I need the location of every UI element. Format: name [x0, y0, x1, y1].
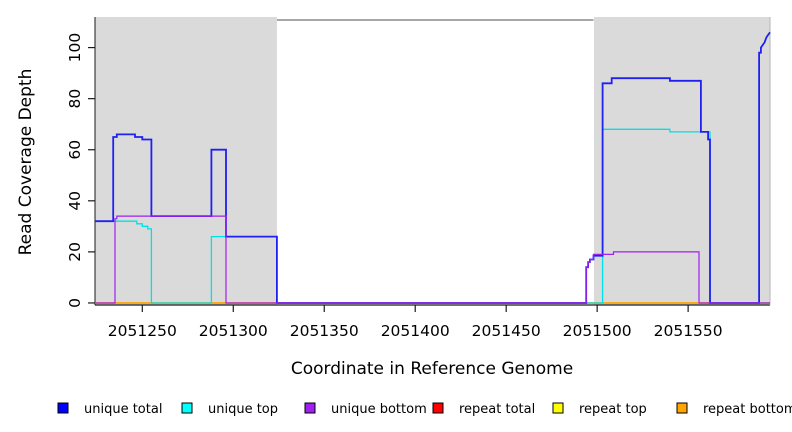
legend-label-unique-bottom: unique bottom: [331, 402, 427, 417]
axes-group: 2051250 2051300 2051350 2051400 2051450 20515…: [66, 17, 771, 340]
shaded-region: [594, 17, 770, 305]
y-tick-label: 0: [66, 298, 84, 308]
x-tick-label: 2051300: [199, 322, 268, 340]
series-line-unique-top: [95, 128, 770, 304]
legend-swatch-repeat-bottom: [676, 402, 688, 414]
x-tick-label: 2051250: [108, 322, 177, 340]
legend-swatch-repeat-top: [552, 402, 564, 414]
y-tick-label: 20: [66, 242, 84, 262]
y-tick-label: 80: [66, 89, 84, 109]
y-tick-label: 60: [66, 140, 84, 160]
x-tick-label: 2051350: [290, 322, 359, 340]
legend-group: unique total unique top unique bottom repea…: [57, 402, 792, 417]
series-line-unique-bottom: [95, 215, 770, 304]
legend-swatch-unique-bottom: [304, 402, 316, 414]
x-tick-label: 2051400: [381, 322, 450, 340]
legend-swatch-unique-total: [57, 402, 69, 414]
x-tick-label: 2051500: [563, 322, 632, 340]
legend-label-repeat-total: repeat total: [459, 402, 535, 417]
legend-label-repeat-top: repeat top: [579, 402, 647, 417]
x-tick-label: 2051450: [472, 322, 541, 340]
y-axis-title: Read Coverage Depth: [16, 69, 36, 256]
y-tick-label: 40: [66, 191, 84, 211]
x-tick-label: 2051550: [654, 322, 723, 340]
shaded-regions-group: [95, 17, 770, 305]
legend-label-unique-total: unique total: [84, 402, 162, 417]
legend-label-repeat-bottom: repeat bottom: [703, 402, 792, 417]
shaded-region: [95, 17, 277, 305]
y-tick-label: 100: [66, 33, 84, 63]
series-group: [95, 31, 771, 304]
x-axis-title: Coordinate in Reference Genome: [291, 359, 573, 379]
legend-swatch-repeat-total: [432, 402, 444, 414]
legend-label-unique-top: unique top: [208, 402, 278, 417]
legend-swatch-unique-top: [181, 402, 193, 414]
